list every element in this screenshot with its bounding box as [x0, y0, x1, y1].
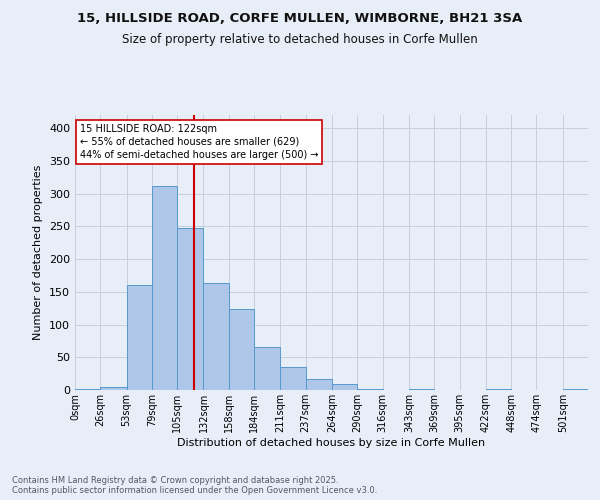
Text: Contains HM Land Registry data © Crown copyright and database right 2025.
Contai: Contains HM Land Registry data © Crown c… — [12, 476, 377, 495]
Bar — [100, 386, 127, 390]
X-axis label: Distribution of detached houses by size in Corfe Mullen: Distribution of detached houses by size … — [178, 438, 485, 448]
Bar — [254, 348, 280, 390]
Text: 15 HILLSIDE ROAD: 122sqm
← 55% of detached houses are smaller (629)
44% of semi-: 15 HILLSIDE ROAD: 122sqm ← 55% of detach… — [80, 124, 319, 160]
Y-axis label: Number of detached properties: Number of detached properties — [34, 165, 43, 340]
Bar — [75, 388, 100, 390]
Bar — [177, 228, 203, 390]
Bar — [332, 384, 357, 390]
Bar — [357, 388, 383, 390]
Bar — [280, 367, 306, 390]
Text: Size of property relative to detached houses in Corfe Mullen: Size of property relative to detached ho… — [122, 32, 478, 46]
Text: 15, HILLSIDE ROAD, CORFE MULLEN, WIMBORNE, BH21 3SA: 15, HILLSIDE ROAD, CORFE MULLEN, WIMBORN… — [77, 12, 523, 26]
Bar — [127, 285, 152, 390]
Bar — [229, 310, 254, 390]
Bar — [306, 379, 332, 390]
Bar — [152, 186, 177, 390]
Bar — [203, 284, 229, 390]
